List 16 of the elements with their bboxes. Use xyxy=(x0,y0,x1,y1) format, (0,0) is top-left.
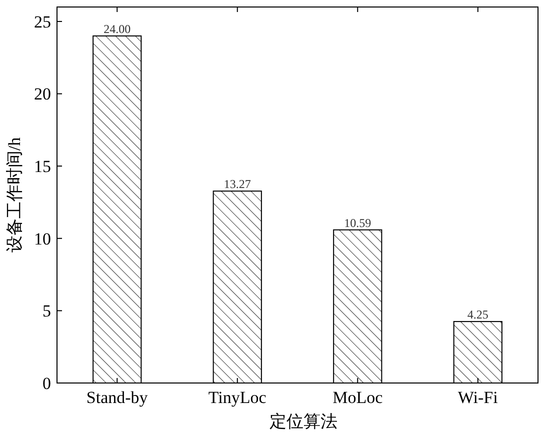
x-tick-label: Wi-Fi xyxy=(458,388,498,407)
y-tick-label: 5 xyxy=(42,302,51,321)
x-tick-label: MoLoc xyxy=(332,388,384,407)
x-tick-label: TinyLoc xyxy=(208,388,267,407)
x-axis-title: 定位算法 xyxy=(270,412,338,431)
y-tick-label: 25 xyxy=(34,12,51,32)
data-label: 24.00 xyxy=(104,22,131,36)
data-label: 10.59 xyxy=(344,216,372,230)
data-label: 13.27 xyxy=(224,177,251,192)
y-tick-label: 10 xyxy=(34,229,51,248)
x-tick-label: Stand-by xyxy=(86,388,148,407)
y-axis-title: 设备工作时间/h xyxy=(5,136,24,253)
y-tick-label: 20 xyxy=(34,84,51,104)
y-tick-label: 0 xyxy=(42,374,51,393)
data-label: 4.25 xyxy=(467,308,488,322)
y-tick-label: 15 xyxy=(34,157,51,176)
